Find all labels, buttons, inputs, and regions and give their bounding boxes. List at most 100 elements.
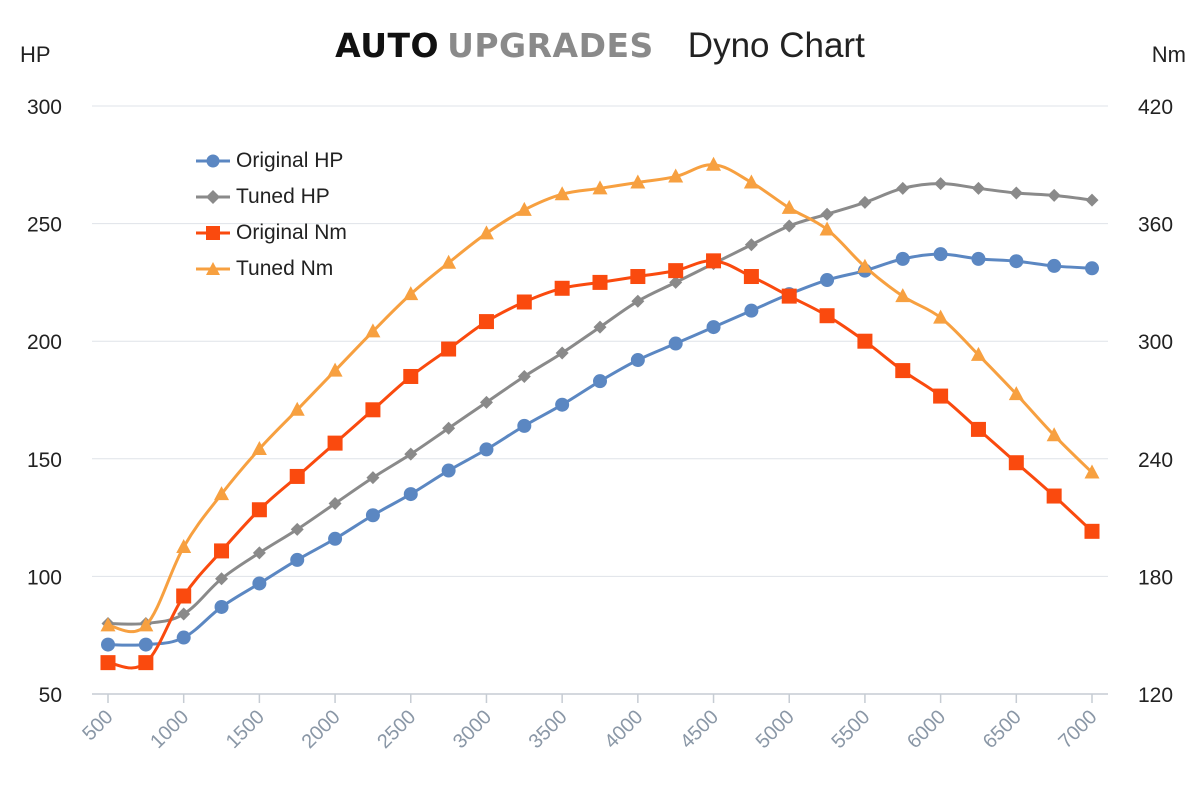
data-point-original-nm [365, 402, 381, 418]
data-point-original-nm [743, 269, 759, 285]
data-point-original-nm [403, 368, 419, 384]
legend-item-tuned-nm[interactable]: Tuned Nm [196, 251, 347, 287]
x-tick-label: 3000 [449, 706, 496, 753]
x-tick-label: 500 [78, 706, 117, 745]
data-point-original-hp [744, 303, 759, 318]
x-tick-label: 1000 [146, 706, 193, 753]
data-point-original-hp [365, 508, 380, 523]
data-point-tuned-nm [592, 180, 608, 195]
data-point-original-nm [1046, 488, 1062, 504]
data-point-original-nm [100, 655, 116, 671]
data-point-original-hp [214, 599, 229, 614]
x-tick-label: 6000 [903, 706, 950, 753]
data-point-original-nm [478, 314, 494, 330]
data-point-tuned-hp [631, 294, 645, 308]
data-point-tuned-nm [781, 199, 797, 214]
data-point-original-nm [138, 655, 154, 671]
data-point-tuned-nm [251, 441, 267, 455]
data-point-tuned-nm [1046, 427, 1062, 442]
x-tick-label: 5500 [827, 706, 874, 753]
data-point-original-hp [441, 463, 456, 478]
data-point-tuned-hp [479, 395, 493, 409]
data-point-tuned-hp [820, 207, 834, 221]
brand-logo-upgrades: UPGRADES [447, 26, 654, 65]
data-point-original-nm [327, 435, 343, 451]
data-point-tuned-nm [1084, 464, 1100, 479]
data-point-tuned-nm [516, 201, 532, 216]
x-tick-label: 4500 [676, 706, 723, 753]
y-right-tick-label: 360 [1138, 214, 1173, 237]
y-left-axis-label: HP [20, 42, 51, 67]
legend-diamond-marker-icon [196, 190, 230, 204]
data-point-original-nm [781, 288, 797, 304]
legend-circle-marker-icon [196, 154, 230, 168]
data-point-tuned-hp [215, 572, 229, 586]
data-point-original-nm [554, 280, 570, 296]
data-point-original-hp [1085, 261, 1099, 276]
data-point-original-hp [555, 397, 570, 412]
data-point-original-nm [516, 294, 532, 310]
data-point-tuned-nm [403, 286, 419, 301]
data-point-tuned-hp [971, 181, 985, 195]
y-left-tick-label: 250 [27, 214, 62, 237]
data-point-tuned-hp [593, 320, 607, 334]
data-point-tuned-hp [177, 607, 191, 621]
brand-logo-auto: AUTO [335, 26, 440, 65]
x-tick-label: 3500 [525, 706, 572, 753]
data-point-original-hp [706, 320, 721, 335]
data-point-tuned-nm [289, 401, 305, 416]
data-point-tuned-nm [630, 174, 646, 189]
legend-square-marker-icon [196, 226, 230, 240]
x-tick-label: 1500 [222, 706, 269, 753]
y-right-tick-label: 300 [1138, 331, 1173, 354]
data-point-original-hp [630, 353, 645, 368]
x-tick-label: 7000 [1055, 706, 1102, 753]
chart-title: Dyno Chart [687, 26, 865, 65]
data-point-original-nm [441, 341, 457, 357]
data-point-original-nm [857, 333, 873, 349]
data-point-original-hp [668, 336, 683, 351]
data-point-tuned-nm [478, 225, 494, 240]
data-point-tuned-nm [933, 309, 949, 324]
data-point-tuned-hp [934, 177, 948, 191]
data-point-tuned-hp [782, 219, 796, 233]
data-point-original-nm [895, 363, 911, 379]
data-point-tuned-nm [100, 617, 116, 632]
y-left-tick-label: 150 [27, 449, 62, 472]
legend-label: Tuned Nm [236, 257, 334, 280]
data-point-tuned-nm [441, 254, 457, 269]
legend-label: Original Nm [236, 221, 347, 244]
data-point-original-nm [933, 388, 949, 404]
y-right-tick-label: 240 [1138, 449, 1173, 472]
data-point-tuned-nm [138, 617, 154, 632]
data-point-tuned-nm [895, 288, 911, 303]
data-point-original-hp [971, 251, 986, 266]
legend-item-original-hp[interactable]: Original HP [196, 143, 347, 179]
data-point-original-hp [933, 247, 948, 262]
data-point-tuned-nm [327, 362, 343, 377]
data-point-original-nm [970, 421, 986, 437]
data-point-tuned-hp [1047, 188, 1061, 202]
data-point-original-hp [328, 531, 343, 546]
legend-item-tuned-hp[interactable]: Tuned HP [196, 179, 347, 215]
legend-triangle-marker-icon [196, 262, 230, 275]
legend-item-original-nm[interactable]: Original Nm [196, 215, 347, 251]
data-point-tuned-nm [176, 539, 192, 553]
data-point-tuned-nm [1008, 386, 1024, 401]
data-point-original-nm [289, 468, 305, 484]
y-right-tick-label: 420 [1138, 96, 1173, 119]
data-point-tuned-nm [668, 168, 684, 183]
data-point-tuned-hp [896, 181, 910, 195]
data-point-tuned-hp [404, 447, 418, 461]
data-point-original-nm [1008, 455, 1024, 471]
y-right-tick-label: 180 [1138, 566, 1173, 589]
legend-label: Tuned HP [236, 185, 330, 208]
data-point-original-nm [668, 263, 684, 279]
chart-header: AUTO UPGRADES Dyno Chart [0, 26, 1200, 66]
data-point-tuned-nm [214, 486, 230, 501]
data-point-original-hp [517, 418, 532, 433]
data-point-tuned-hp [366, 471, 380, 485]
data-point-original-hp [479, 442, 494, 457]
data-point-tuned-nm [857, 258, 873, 273]
